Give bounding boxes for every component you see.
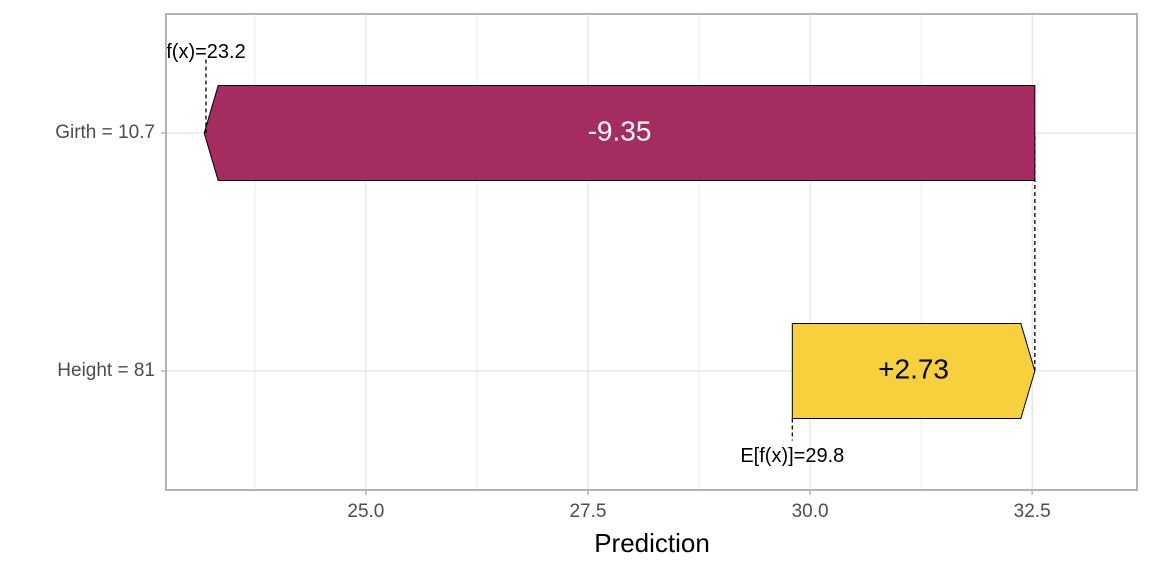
y-tick-label: Height = 81 <box>57 360 155 381</box>
bar <box>791 323 1036 419</box>
value-label: -9.35 <box>588 115 652 146</box>
panel-border <box>165 13 1138 491</box>
value-label: +2.73 <box>878 353 949 384</box>
x-tick-label: 32.5 <box>1014 501 1051 522</box>
expected-label: E[f(x)]=29.8 <box>740 445 844 467</box>
prediction-label: f(x)=23.2 <box>166 41 245 63</box>
y-tick-label: Girth = 10.7 <box>55 122 155 143</box>
x-tick-label: 25.0 <box>347 501 384 522</box>
x-axis-label: Prediction <box>594 528 710 558</box>
x-tick-label: 30.0 <box>792 501 829 522</box>
x-tick-label: 27.5 <box>569 501 606 522</box>
bar <box>203 85 1036 181</box>
